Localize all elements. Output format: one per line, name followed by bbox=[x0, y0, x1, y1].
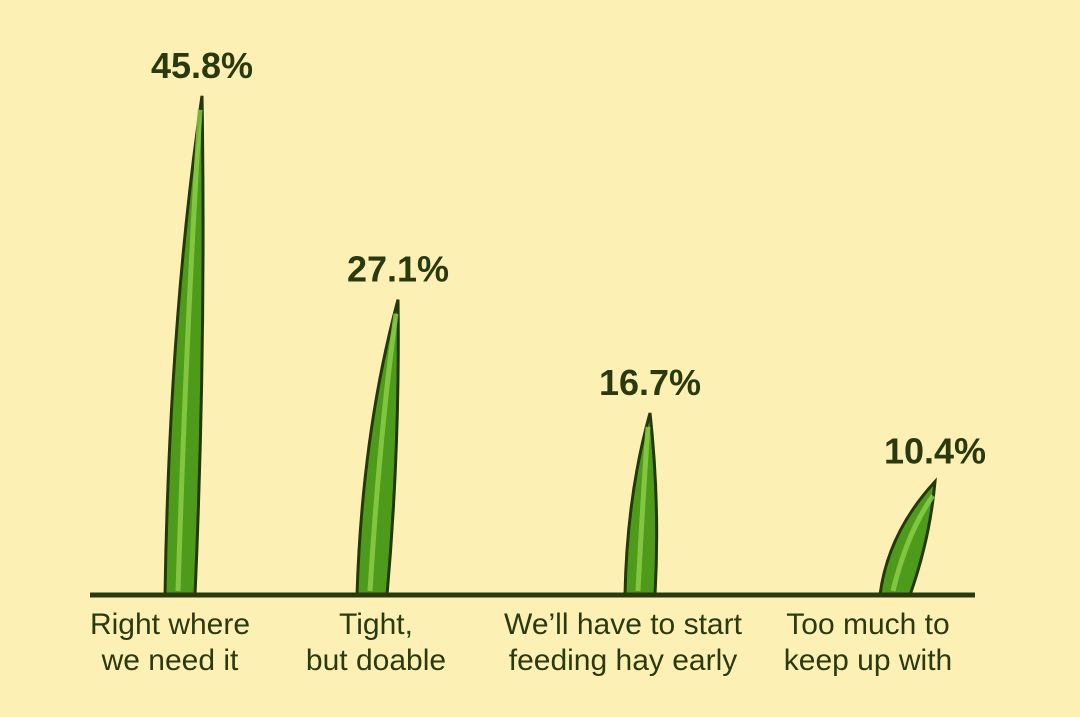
value-label: 16.7% bbox=[599, 362, 701, 403]
category-label: we need it bbox=[101, 644, 239, 677]
category-label: We’ll have to start bbox=[504, 608, 743, 641]
category-label: Tight, bbox=[339, 608, 413, 641]
category-label: feeding hay early bbox=[509, 644, 738, 677]
category-label: but doable bbox=[306, 644, 446, 677]
category-label: Too much to bbox=[786, 608, 949, 641]
blade-highlight bbox=[890, 494, 936, 592]
blade-highlight bbox=[175, 109, 203, 592]
value-label: 45.8% bbox=[151, 45, 253, 86]
category-label: Right where bbox=[90, 608, 250, 641]
category-label: keep up with bbox=[784, 644, 952, 677]
blade-highlight bbox=[367, 313, 399, 592]
value-label: 27.1% bbox=[347, 249, 449, 290]
blade-highlight bbox=[635, 426, 651, 592]
value-label: 10.4% bbox=[884, 431, 986, 472]
